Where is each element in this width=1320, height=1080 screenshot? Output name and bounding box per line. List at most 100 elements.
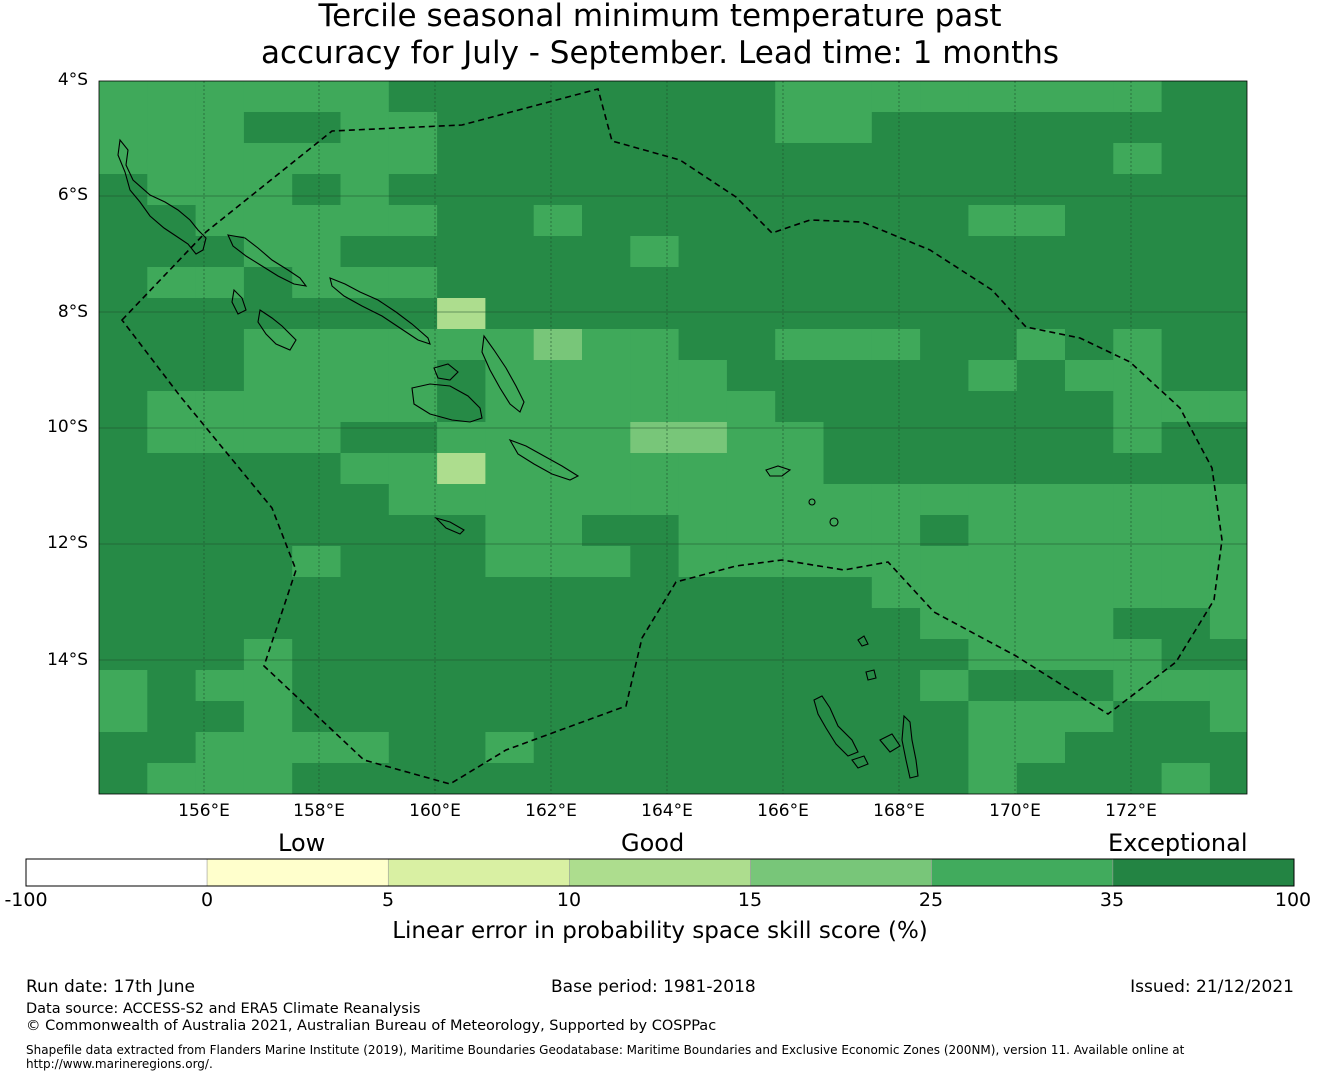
skill-cell <box>388 267 438 299</box>
skill-cell <box>340 732 390 764</box>
skill-cell <box>823 515 873 547</box>
skill-cell <box>630 422 680 454</box>
skill-cell <box>968 639 1018 671</box>
skill-cell <box>340 267 390 299</box>
skill-cell <box>1161 546 1211 578</box>
colorbar-tick-10: 10 <box>556 889 582 911</box>
skill-cell <box>99 112 148 144</box>
skill-cell <box>340 174 390 206</box>
skill-cell <box>99 608 148 640</box>
skill-cell <box>99 701 148 733</box>
skill-cell <box>1209 329 1247 361</box>
skill-cell <box>195 701 245 733</box>
skill-cell <box>195 205 245 237</box>
skill-cell <box>678 546 728 578</box>
skill-cell <box>1161 298 1211 330</box>
skill-cell <box>871 81 921 113</box>
skill-cell <box>292 391 342 423</box>
skill-cell <box>533 453 583 485</box>
skill-cell <box>1161 453 1211 485</box>
skill-cell <box>292 577 342 609</box>
skill-cell <box>1016 670 1066 702</box>
skill-cell <box>968 453 1018 485</box>
coastline-ambae <box>851 755 869 769</box>
coastline-malekula <box>879 733 901 753</box>
coastline-florida-islands <box>433 363 459 381</box>
coastline-vella-lavella <box>231 288 247 315</box>
skill-cell <box>195 174 245 206</box>
skill-cell <box>1113 391 1163 423</box>
skill-cell <box>292 639 342 671</box>
skill-cell <box>147 577 197 609</box>
lon-label-158e: 158°E <box>293 801 345 821</box>
skill-cell <box>630 763 680 794</box>
skill-cell <box>1065 484 1114 516</box>
skill-cell <box>243 205 293 237</box>
skill-cell <box>437 81 486 113</box>
skill-cell <box>678 143 728 175</box>
skill-cell <box>871 329 921 361</box>
skill-cell <box>1016 174 1066 206</box>
coastlines <box>117 138 919 779</box>
skill-cell <box>775 174 825 206</box>
skill-cell <box>678 701 728 733</box>
skill-cell <box>1113 546 1163 578</box>
colorbar-bin <box>1112 858 1295 887</box>
skill-cell <box>533 112 583 144</box>
skill-cell <box>533 298 583 330</box>
skill-cell <box>1209 577 1247 609</box>
skill-cell <box>99 515 148 547</box>
skill-cell <box>871 360 921 392</box>
skill-cell <box>920 639 969 671</box>
skill-cell <box>340 639 390 671</box>
skill-cell <box>243 236 293 268</box>
skill-cell <box>726 391 776 423</box>
skill-cell <box>871 391 921 423</box>
skill-cell <box>99 639 148 671</box>
skill-cell <box>195 391 245 423</box>
skill-cell <box>678 670 728 702</box>
skill-cell <box>533 81 583 113</box>
coastline-utupua <box>829 517 839 527</box>
skill-cell <box>437 732 486 764</box>
skill-cell <box>630 484 680 516</box>
skill-cell <box>968 391 1018 423</box>
skill-cell <box>1113 298 1163 330</box>
skill-cell <box>1113 608 1163 640</box>
lon-label-156e: 156°E <box>178 801 230 821</box>
skill-cell <box>775 515 825 547</box>
skill-cell <box>1065 670 1114 702</box>
skill-cell <box>1065 267 1114 299</box>
skill-cell <box>823 267 873 299</box>
skill-cell <box>775 236 825 268</box>
skill-cell <box>726 484 776 516</box>
skill-cell <box>340 484 390 516</box>
skill-cell <box>340 670 390 702</box>
skill-cell <box>147 453 197 485</box>
skill-cell <box>388 608 438 640</box>
lat-label-10s: 10°S <box>47 417 88 437</box>
skill-cell <box>437 608 486 640</box>
coastline-malaita <box>481 334 525 413</box>
skill-cell <box>1065 763 1114 794</box>
skill-cell <box>582 639 631 671</box>
skill-cell <box>726 236 776 268</box>
skill-cell <box>582 236 631 268</box>
skill-cell <box>726 577 776 609</box>
skill-cell <box>485 267 535 299</box>
skill-cell <box>775 112 825 144</box>
skill-cell <box>340 391 390 423</box>
skill-cell <box>920 298 969 330</box>
skill-cell <box>533 484 583 516</box>
skill-cell <box>968 360 1018 392</box>
skill-cell <box>388 422 438 454</box>
skill-cell <box>292 515 342 547</box>
skill-cell <box>437 670 486 702</box>
skill-cell <box>1209 81 1247 113</box>
skill-cell <box>920 174 969 206</box>
skill-cell <box>1016 236 1066 268</box>
skill-cell <box>678 391 728 423</box>
skill-cell <box>678 639 728 671</box>
skill-cell <box>195 329 245 361</box>
skill-cell <box>195 236 245 268</box>
